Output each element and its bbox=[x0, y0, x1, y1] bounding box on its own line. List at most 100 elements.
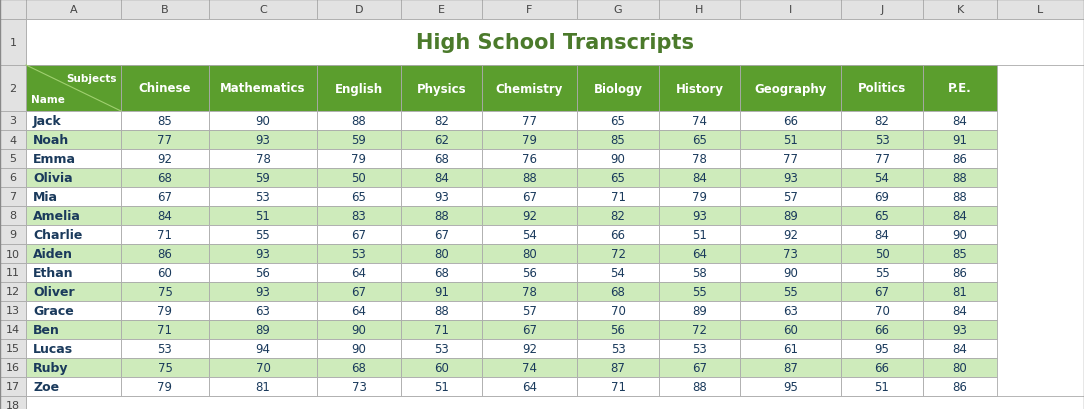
Bar bbox=[317, 112, 401, 131]
Bar bbox=[121, 282, 209, 301]
Text: 68: 68 bbox=[157, 172, 172, 184]
Text: 6: 6 bbox=[10, 173, 16, 183]
Bar bbox=[577, 188, 659, 207]
Text: English: English bbox=[335, 82, 383, 95]
Bar bbox=[740, 188, 841, 207]
Bar bbox=[577, 207, 659, 225]
Text: Mathematics: Mathematics bbox=[220, 82, 306, 95]
Bar bbox=[317, 301, 401, 320]
Bar bbox=[317, 339, 401, 358]
Bar bbox=[121, 377, 209, 396]
Bar bbox=[0, 207, 26, 225]
Text: 55: 55 bbox=[692, 285, 707, 298]
Bar bbox=[740, 131, 841, 150]
Text: P.E.: P.E. bbox=[948, 82, 972, 95]
Bar bbox=[482, 225, 577, 245]
Text: 77: 77 bbox=[875, 153, 890, 166]
Text: 53: 53 bbox=[610, 342, 625, 355]
Text: 7: 7 bbox=[10, 192, 16, 202]
Text: 92: 92 bbox=[522, 342, 537, 355]
Bar bbox=[841, 339, 922, 358]
Text: Noah: Noah bbox=[33, 134, 69, 147]
Bar bbox=[841, 245, 922, 263]
Text: 74: 74 bbox=[522, 361, 537, 374]
Bar bbox=[209, 263, 317, 282]
Bar bbox=[577, 245, 659, 263]
Bar bbox=[577, 301, 659, 320]
Bar bbox=[922, 263, 997, 282]
Bar bbox=[482, 66, 577, 112]
Bar bbox=[209, 339, 317, 358]
Bar bbox=[577, 320, 659, 339]
Bar bbox=[997, 0, 1084, 20]
Bar bbox=[401, 112, 482, 131]
Text: 93: 93 bbox=[953, 323, 967, 336]
Bar bbox=[317, 207, 401, 225]
Text: 86: 86 bbox=[953, 266, 967, 279]
Bar bbox=[482, 301, 577, 320]
Bar bbox=[26, 301, 121, 320]
Bar bbox=[209, 207, 317, 225]
Bar bbox=[121, 169, 209, 188]
Bar bbox=[482, 112, 577, 131]
Bar bbox=[317, 358, 401, 377]
Bar bbox=[26, 263, 121, 282]
Bar bbox=[922, 131, 997, 150]
Bar bbox=[740, 225, 841, 245]
Text: 67: 67 bbox=[692, 361, 707, 374]
Bar bbox=[26, 0, 121, 20]
Bar bbox=[209, 320, 317, 339]
Text: 50: 50 bbox=[351, 172, 366, 184]
Text: 94: 94 bbox=[256, 342, 271, 355]
Text: 77: 77 bbox=[783, 153, 798, 166]
Bar bbox=[0, 396, 26, 409]
Text: I: I bbox=[789, 5, 792, 15]
Bar bbox=[482, 358, 577, 377]
Bar bbox=[209, 0, 317, 20]
Bar bbox=[577, 169, 659, 188]
Text: 11: 11 bbox=[7, 268, 20, 278]
Bar bbox=[209, 377, 317, 396]
Bar bbox=[209, 150, 317, 169]
Text: 84: 84 bbox=[953, 342, 967, 355]
Bar bbox=[659, 358, 740, 377]
Bar bbox=[121, 320, 209, 339]
Text: 88: 88 bbox=[692, 380, 707, 393]
Text: 84: 84 bbox=[157, 209, 172, 222]
Bar bbox=[922, 169, 997, 188]
Bar bbox=[482, 245, 577, 263]
Text: 54: 54 bbox=[610, 266, 625, 279]
Bar bbox=[922, 207, 997, 225]
Bar bbox=[0, 339, 26, 358]
Bar bbox=[740, 282, 841, 301]
Bar bbox=[482, 282, 577, 301]
Text: 84: 84 bbox=[692, 172, 707, 184]
Text: 90: 90 bbox=[351, 342, 366, 355]
Text: 90: 90 bbox=[256, 115, 270, 128]
Text: 53: 53 bbox=[157, 342, 172, 355]
Bar bbox=[841, 150, 922, 169]
Bar bbox=[841, 169, 922, 188]
Bar bbox=[26, 225, 121, 245]
Text: 70: 70 bbox=[875, 304, 890, 317]
Text: 63: 63 bbox=[256, 304, 270, 317]
Bar bbox=[317, 66, 401, 112]
Bar bbox=[317, 0, 401, 20]
Bar bbox=[740, 0, 841, 20]
Bar bbox=[121, 358, 209, 377]
Bar bbox=[0, 66, 26, 112]
Text: 85: 85 bbox=[610, 134, 625, 147]
Text: 13: 13 bbox=[7, 306, 20, 316]
Text: 2: 2 bbox=[10, 84, 16, 94]
Text: 50: 50 bbox=[875, 247, 889, 261]
Text: 71: 71 bbox=[157, 229, 172, 241]
Bar bbox=[121, 150, 209, 169]
Text: 67: 67 bbox=[157, 191, 172, 204]
Text: 59: 59 bbox=[256, 172, 270, 184]
Text: Grace: Grace bbox=[33, 304, 74, 317]
Text: 90: 90 bbox=[610, 153, 625, 166]
Text: 67: 67 bbox=[351, 285, 366, 298]
Bar bbox=[317, 377, 401, 396]
Bar bbox=[209, 112, 317, 131]
Text: 66: 66 bbox=[783, 115, 798, 128]
